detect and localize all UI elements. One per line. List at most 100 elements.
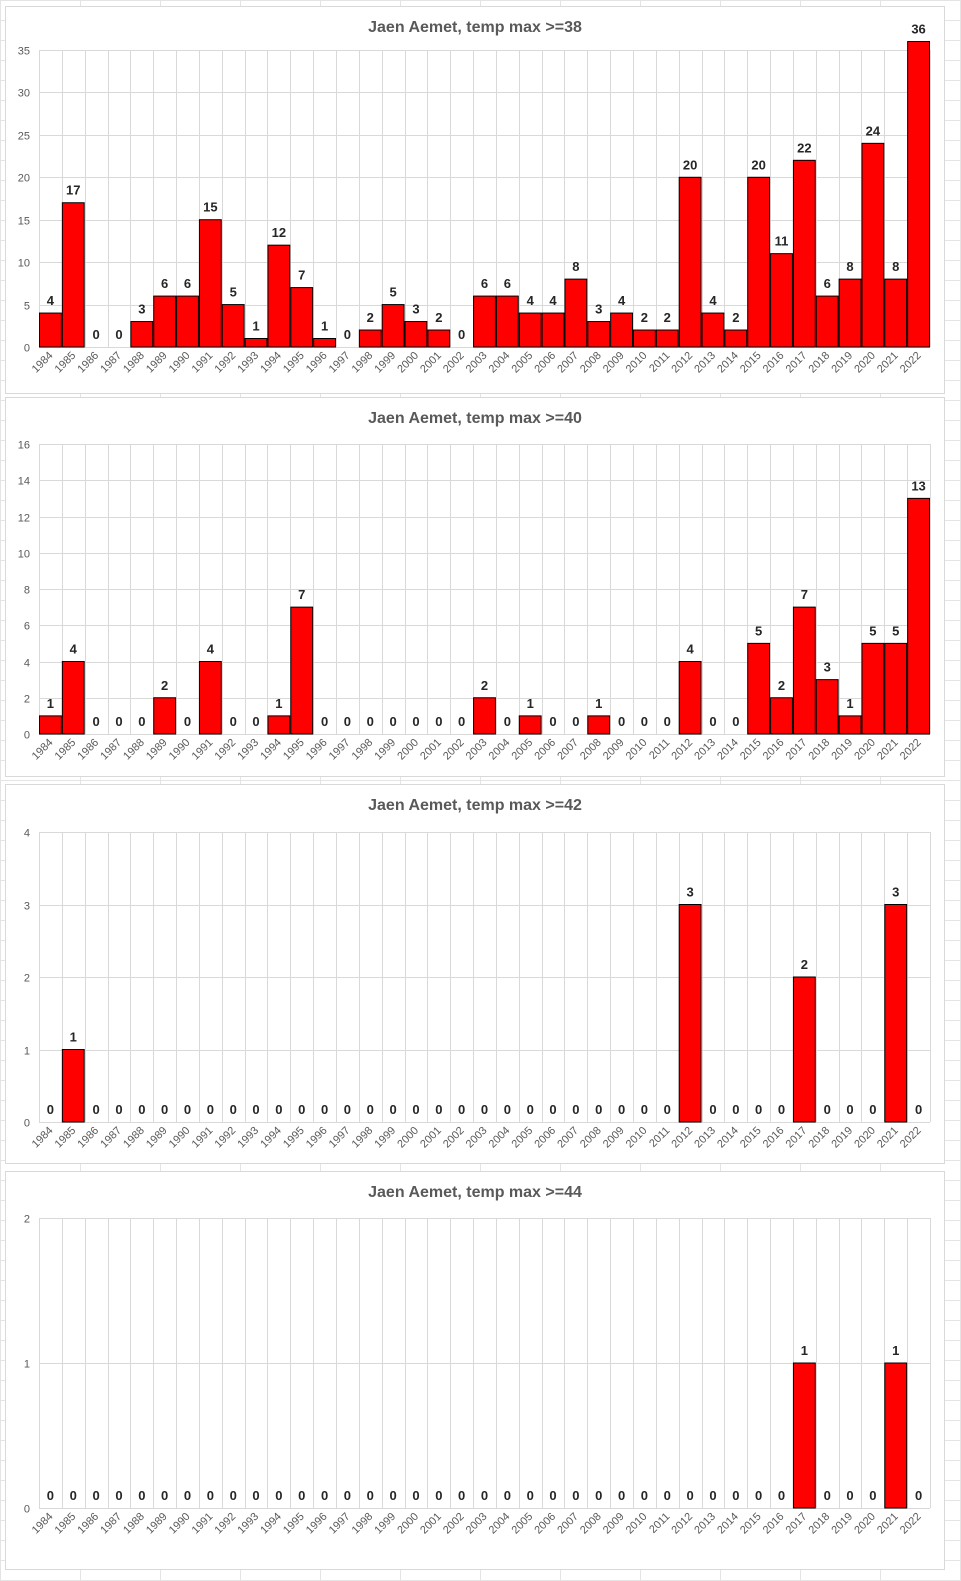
x-tick-label: 2021 (875, 737, 901, 763)
x-tick-label: 2003 (464, 350, 490, 376)
x-tick-label: 2015 (738, 737, 764, 763)
bars (61, 904, 908, 1123)
bar-2012 (678, 176, 702, 348)
data-label-1993: 0 (252, 1488, 259, 1503)
data-label-2021: 3 (892, 885, 899, 900)
bar-2018 (815, 679, 839, 735)
x-tick-label: 1991 (190, 1511, 216, 1537)
data-label-2011: 0 (664, 1488, 671, 1503)
x-tick-label: 1987 (98, 737, 124, 763)
y-tick-label: 16 (18, 440, 30, 452)
data-label-2018: 0 (824, 1488, 831, 1503)
data-label-1996: 0 (321, 714, 328, 729)
x-tick-label: 2015 (738, 350, 764, 376)
x-tick-label: 1986 (75, 350, 101, 376)
x-tick-label: 2006 (532, 737, 558, 763)
data-label-1993: 0 (252, 714, 259, 729)
bar-1994 (267, 244, 291, 348)
data-label-2003: 2 (481, 678, 488, 693)
x-tick-label: 1986 (75, 1125, 101, 1151)
data-label-2011: 2 (664, 310, 671, 325)
x-tick-label: 2019 (829, 1125, 855, 1151)
x-tick-label: 1995 (281, 737, 307, 763)
x-tick-label: 1999 (372, 737, 398, 763)
x-tick-label: 1997 (327, 1511, 353, 1537)
data-label-2019: 8 (846, 259, 853, 274)
data-label-1993: 0 (252, 1102, 259, 1117)
bar-2019 (838, 715, 862, 735)
data-label-2010: 0 (641, 1102, 648, 1117)
bar-2015 (747, 176, 771, 348)
x-tick-label: 2008 (578, 737, 604, 763)
data-label-1997: 0 (344, 1488, 351, 1503)
x-tick-label: 2000 (395, 350, 421, 376)
data-label-1995: 0 (298, 1102, 305, 1117)
data-label-1991: 0 (207, 1488, 214, 1503)
x-tick-label: 2009 (601, 1125, 627, 1151)
x-tick-label: 2001 (418, 1125, 444, 1151)
data-label-2007: 0 (572, 714, 579, 729)
chart-panel-42[interactable]: Jaen Aemet, temp max >=42 0 1 2 3 4 0 1984 1 198… (5, 784, 945, 1164)
bar-2017 (792, 606, 816, 735)
data-label-2016: 11 (775, 234, 789, 249)
chart-panel-40[interactable]: Jaen Aemet, temp max >=40 0 2 4 6 8 10 12 14 16 1… (5, 397, 945, 777)
x-tick-label: 2014 (715, 1125, 741, 1151)
data-label-1994: 1 (275, 696, 282, 711)
y-tick-label: 1 (24, 1359, 30, 1371)
bar-1996 (313, 338, 336, 348)
x-tick-label: 2007 (555, 350, 581, 376)
data-label-1994: 12 (272, 225, 286, 240)
data-label-2006: 0 (549, 714, 556, 729)
bars (792, 1362, 908, 1509)
x-tick-label: 2013 (692, 1511, 718, 1537)
data-label-1987: 0 (115, 1488, 122, 1503)
x-tick-label: 2017 (784, 1125, 810, 1151)
bar-1993 (244, 338, 268, 348)
data-label-1995: 7 (298, 268, 305, 283)
data-label-2005: 0 (527, 1102, 534, 1117)
x-tick-label: 2010 (624, 1125, 650, 1151)
chart-title: Jaen Aemet, temp max >=42 (368, 797, 582, 814)
x-tick-label: 2006 (532, 1125, 558, 1151)
bar-2020 (861, 642, 885, 735)
x-tick-label: 2017 (784, 1511, 810, 1537)
bar-2022 (907, 41, 931, 348)
data-label-2015: 20 (751, 157, 765, 172)
bar-2003 (473, 295, 496, 348)
x-tick-label: 1986 (75, 737, 101, 763)
x-tick-label: 2020 (852, 1125, 878, 1151)
data-label-1997: 0 (344, 1102, 351, 1117)
chart-panel-44[interactable]: Jaen Aemet, temp max >=44 0 1 2 0 1984 0 1985 0… (5, 1171, 945, 1570)
bar-2021 (884, 278, 908, 348)
y-tick-label: 2 (24, 1214, 30, 1226)
y-tick-label: 14 (18, 476, 30, 488)
x-tick-label: 2018 (807, 737, 833, 763)
data-label-1985: 0 (70, 1488, 77, 1503)
x-tick-label: 2005 (510, 737, 536, 763)
x-tick-label: 2011 (647, 737, 672, 762)
bar-1984 (39, 312, 62, 348)
y-tick-label: 4 (24, 658, 30, 670)
x-tick-label: 2010 (624, 737, 650, 763)
bar-2001 (427, 329, 451, 348)
bar-chart-40: 0246810121416119844198501986019870198821… (18, 440, 931, 763)
x-tick-label: 2012 (669, 1125, 695, 1151)
data-label-2004: 0 (504, 714, 511, 729)
chart-panel-38[interactable]: Jaen Aemet, temp max >=38 0 5 10 15 20 25 30 35… (5, 6, 945, 394)
x-tick-label: 1989 (144, 1125, 170, 1151)
data-label-1994: 0 (275, 1488, 282, 1503)
data-label-2006: 0 (549, 1102, 556, 1117)
y-tick-label: 0 (24, 1118, 30, 1130)
x-tick-label: 2000 (395, 1125, 421, 1151)
x-tick-label: 1993 (235, 350, 261, 376)
x-tick-label: 1988 (121, 1125, 147, 1151)
data-label-1987: 0 (115, 1102, 122, 1117)
data-label-1990: 6 (184, 276, 191, 291)
x-tick-label: 1992 (213, 1125, 239, 1151)
y-tick-label: 0 (24, 730, 30, 742)
x-tick-label: 1989 (144, 737, 170, 763)
data-label-2013: 0 (709, 714, 716, 729)
data-label-2003: 0 (481, 1488, 488, 1503)
data-label-2009: 0 (618, 714, 625, 729)
bar-2022 (907, 497, 931, 735)
